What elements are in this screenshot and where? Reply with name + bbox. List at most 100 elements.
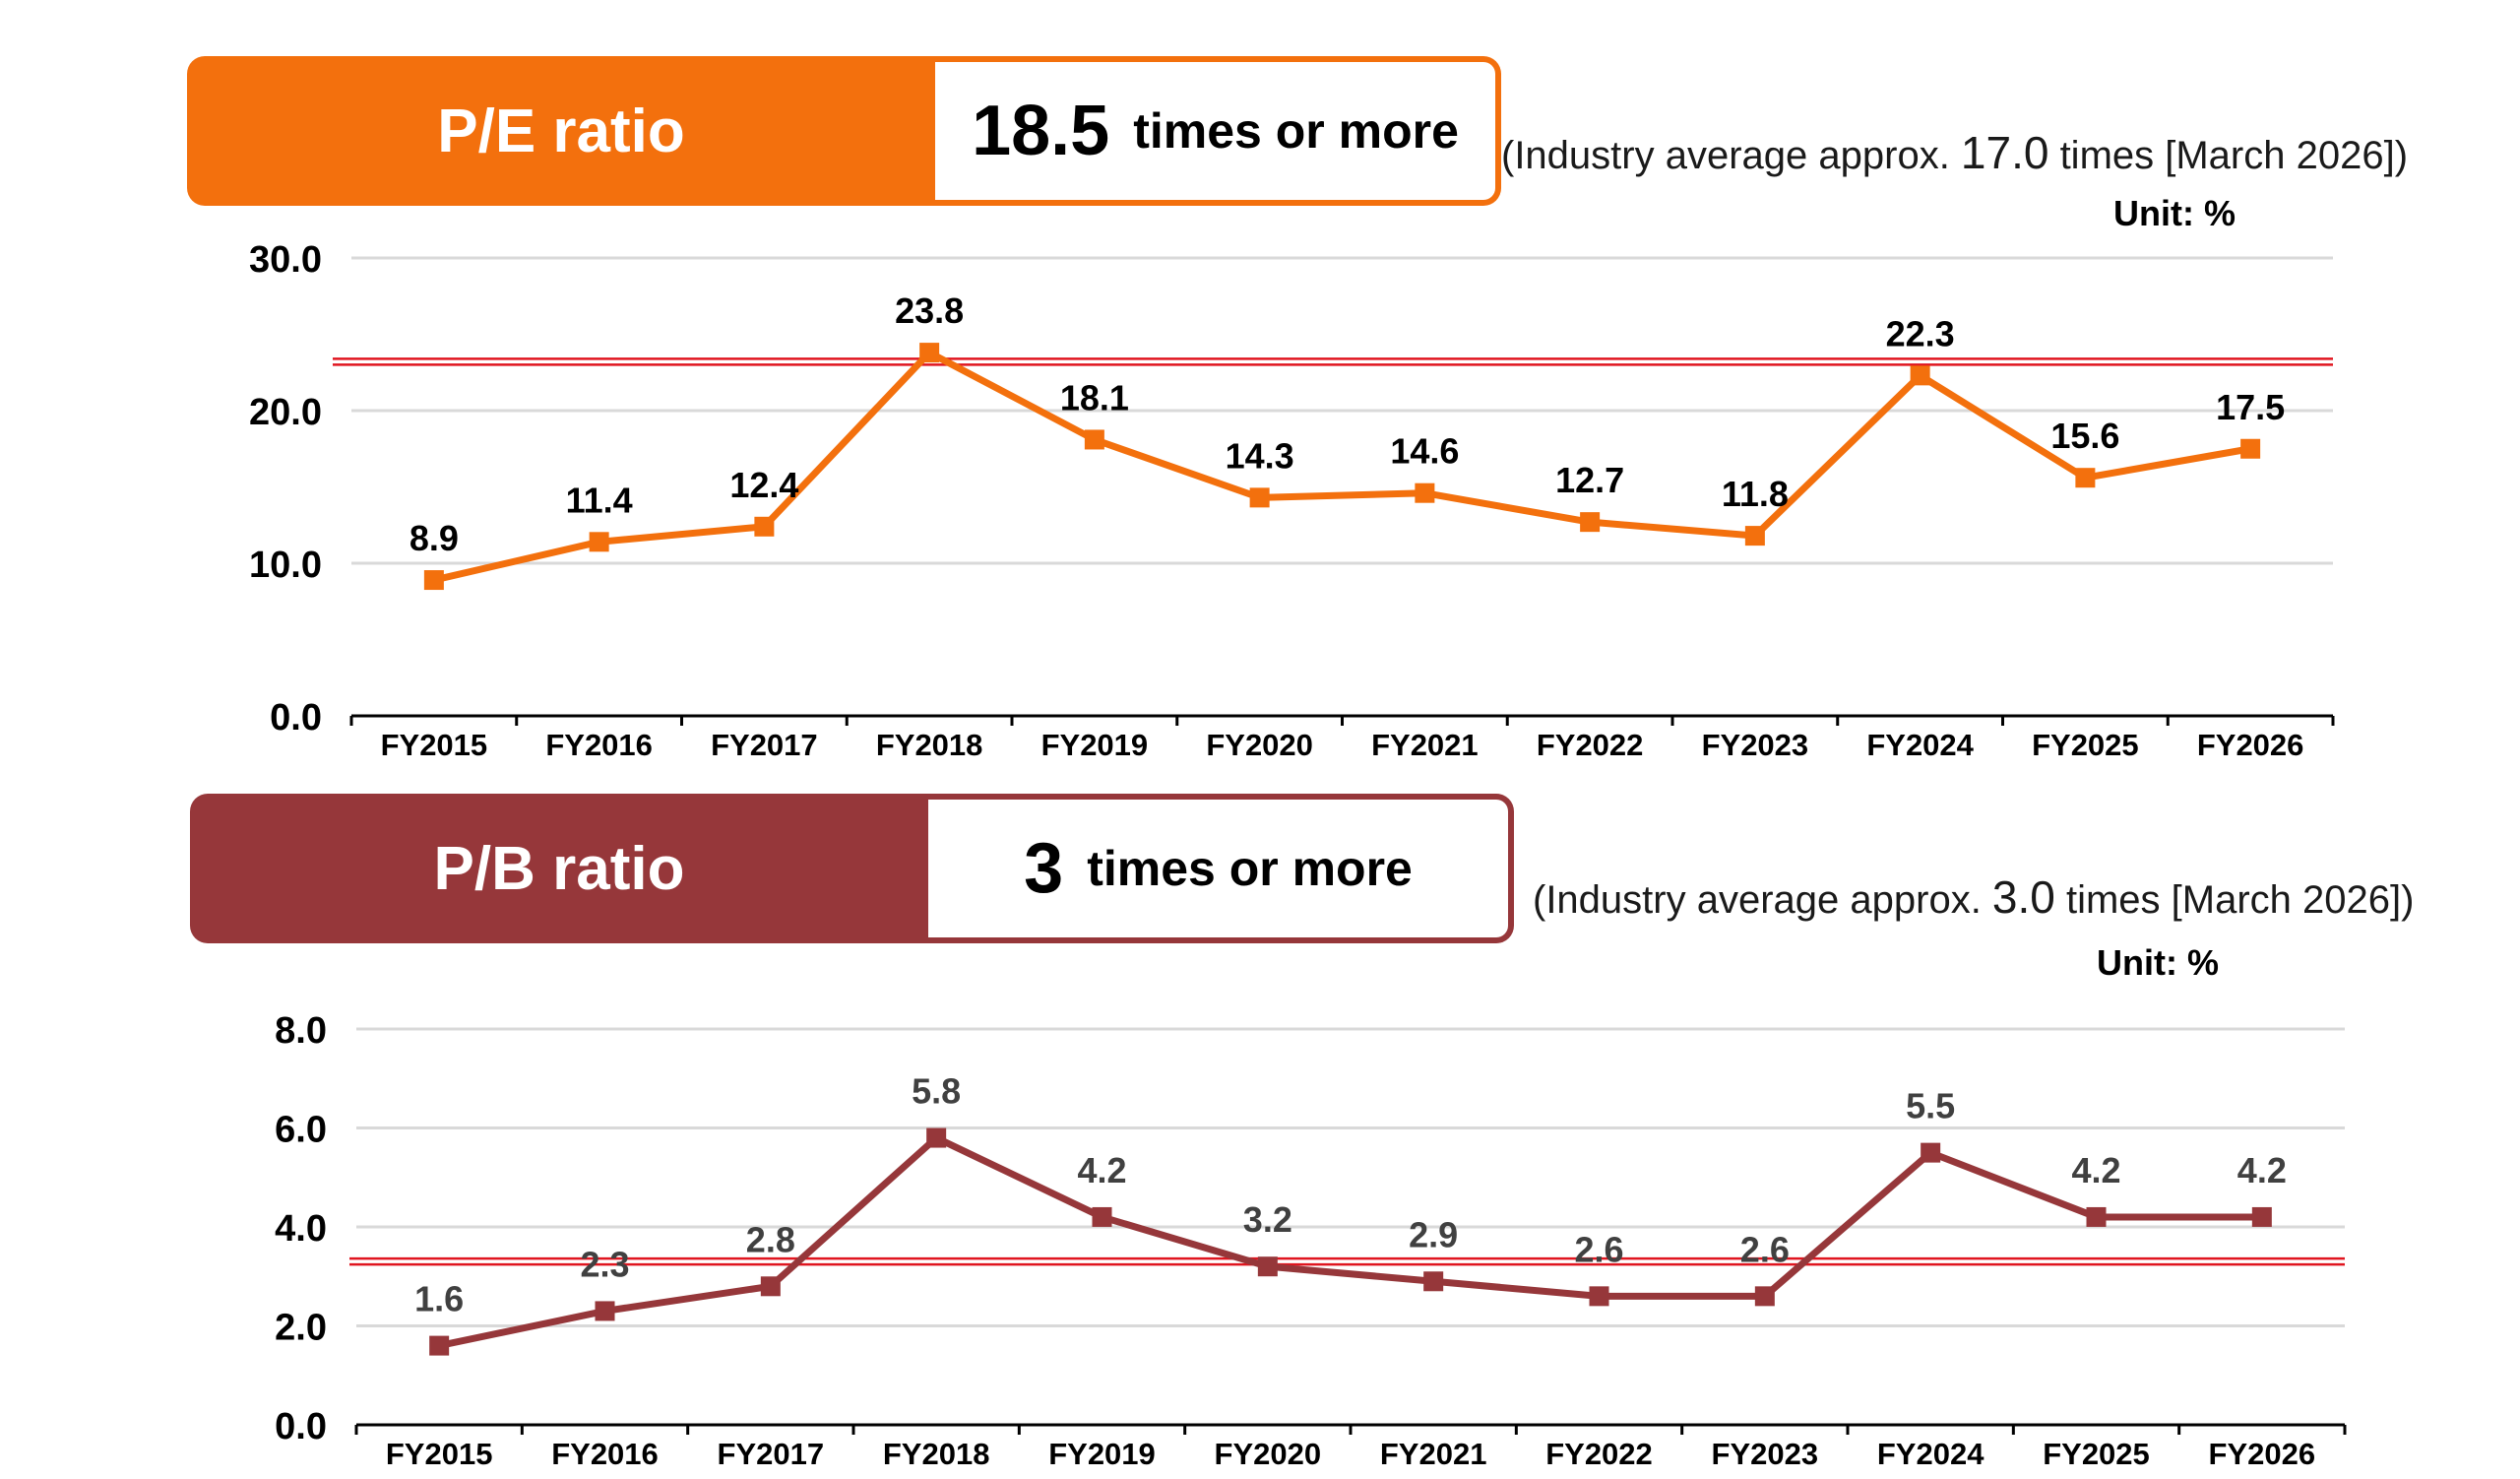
pb-x-tick-label: FY2015 [386, 1437, 493, 1471]
pe-data-label: 17.5 [2216, 387, 2285, 427]
pe-data-point [423, 570, 444, 591]
pe-data-label: 12.4 [729, 465, 798, 505]
pe-industry-suffix: times [March 2026]) [2048, 134, 2409, 177]
pe-data-label: 12.7 [1555, 460, 1624, 500]
pe-data-label: 11.8 [1722, 474, 1789, 514]
pe-data-label: 23.8 [895, 290, 964, 331]
pb-data-point [1423, 1271, 1444, 1292]
pb-target-suffix: times or more [1087, 841, 1413, 896]
pb-data-point [1754, 1286, 1775, 1307]
pe-target-value: 18.5 [972, 92, 1110, 170]
pb-data-point [1589, 1286, 1609, 1307]
pe-series-line [433, 349, 2251, 584]
pe-x-tick-label: FY2017 [711, 728, 818, 762]
pb-x-tick-label: FY2020 [1215, 1437, 1322, 1471]
pe-data-point [1415, 482, 1435, 503]
pb-industry-prefix: (Industry average approx. [1533, 878, 1992, 922]
pe-x-tick-label: FY2022 [1537, 728, 1644, 762]
pb-data-label: 1.6 [414, 1279, 464, 1319]
pb-industry-value: 3.0 [1991, 871, 2055, 923]
pb-y-tick-label: 8.0 [275, 1010, 327, 1052]
pb-x-tick-label: FY2019 [1048, 1437, 1156, 1471]
pe-data-label: 18.1 [1060, 377, 1129, 418]
pb-y-tick-label: 0.0 [275, 1406, 327, 1447]
pb-industry-average: (Industry average approx. 3.0 times [Mar… [1533, 870, 2414, 924]
pe-x-tick-label: FY2020 [1206, 728, 1313, 762]
pb-data-label: 2.9 [1409, 1214, 1458, 1254]
pe-data-label: 15.6 [2050, 416, 2119, 456]
pe-x-tick-label: FY2025 [2032, 728, 2139, 762]
pe-data-label: 14.3 [1226, 435, 1294, 476]
pb-data-label: 5.5 [1906, 1086, 1955, 1126]
pe-x-tick-label: FY2024 [1866, 728, 1974, 762]
pe-line-chart: 0.0 10.0 20.0 30.0 FY2015 FY2016 FY2017 FY2018 F… [249, 239, 2335, 762]
pe-y-tick-label: 20.0 [249, 392, 322, 433]
pb-banner: P/B ratio 3 times or more [190, 794, 1514, 943]
pb-x-tick-label: FY2022 [1545, 1437, 1653, 1471]
pe-x-tick-label: FY2023 [1702, 728, 1809, 762]
pb-data-label: 2.8 [746, 1219, 795, 1259]
pb-x-tick-label: FY2021 [1380, 1437, 1487, 1471]
pb-data-point [1921, 1142, 1941, 1163]
pb-data-point [1257, 1256, 1278, 1277]
pb-target-value: 3 [1024, 829, 1064, 908]
pb-data-point [429, 1335, 450, 1356]
pb-industry-suffix: times [March 2026]) [2054, 878, 2415, 922]
pe-data-point [754, 516, 775, 537]
pb-y-tick-label: 4.0 [275, 1208, 327, 1250]
pb-data-label: 4.2 [2237, 1150, 2287, 1190]
pb-data-point [926, 1127, 947, 1148]
pb-y-tick-label: 2.0 [275, 1308, 327, 1349]
pb-data-point [2086, 1206, 2107, 1227]
pe-unit-label: Unit: % [2113, 193, 2236, 233]
pb-data-point [2251, 1206, 2272, 1227]
pb-x-tick-label: FY2025 [2043, 1437, 2150, 1471]
pe-x-tick-label: FY2019 [1041, 728, 1149, 762]
pb-data-point [1092, 1206, 1112, 1227]
pb-data-label: 2.3 [580, 1244, 629, 1284]
pe-data-point [589, 532, 609, 552]
pe-data-label: 22.3 [1886, 313, 1955, 354]
pe-data-point [2075, 468, 2096, 488]
pe-industry-average: (Industry average approx. 17.0 times [Ma… [1501, 126, 2408, 179]
pb-data-label: 4.2 [1077, 1150, 1126, 1190]
pb-data-point [595, 1301, 615, 1321]
pe-data-label: 14.6 [1390, 431, 1459, 472]
pe-banner-value-box: 18.5 times or more [935, 62, 1495, 200]
pb-x-tick-label: FY2018 [883, 1437, 990, 1471]
pe-banner-label: P/E ratio [437, 96, 685, 165]
pe-x-tick-label: FY2021 [1371, 728, 1479, 762]
pb-data-point [760, 1276, 781, 1297]
pe-x-tick-label: FY2016 [545, 728, 653, 762]
pb-data-label: 2.6 [1574, 1229, 1623, 1269]
pb-y-tick-label: 6.0 [275, 1110, 327, 1151]
pe-x-tick-label: FY2015 [381, 728, 488, 762]
pb-banner-label: P/B ratio [433, 834, 685, 903]
pb-x-tick-label: FY2023 [1712, 1437, 1819, 1471]
pb-data-label: 2.6 [1740, 1229, 1790, 1269]
pe-data-point [1084, 429, 1104, 450]
pe-data-point [1249, 487, 1270, 508]
pe-target-suffix: times or more [1133, 103, 1459, 159]
pe-data-label: 11.4 [566, 480, 633, 520]
pb-x-tick-label: FY2024 [1877, 1437, 1984, 1471]
pe-y-tick-label: 10.0 [249, 545, 322, 586]
pb-data-label: 4.2 [2071, 1150, 2120, 1190]
pb-series-line [438, 1134, 2262, 1350]
pe-data-point [1910, 365, 1930, 386]
pe-industry-prefix: (Industry average approx. [1501, 134, 1961, 177]
pb-data-label: 3.2 [1243, 1199, 1292, 1240]
pe-x-tick-label: FY2018 [876, 728, 983, 762]
pe-industry-value: 17.0 [1960, 127, 2049, 178]
pb-x-tick-label: FY2017 [718, 1437, 825, 1471]
pe-data-label: 8.9 [410, 518, 459, 558]
pe-banner: P/E ratio 18.5 times or more [187, 56, 1501, 206]
pe-data-point [1580, 512, 1601, 533]
pb-x-tick-label: FY2016 [551, 1437, 659, 1471]
pb-data-label: 5.8 [912, 1071, 961, 1112]
pe-data-point [2240, 438, 2261, 459]
pe-x-tick-label: FY2026 [2197, 728, 2304, 762]
pe-data-point [919, 343, 940, 363]
pe-y-tick-label: 30.0 [249, 239, 322, 281]
